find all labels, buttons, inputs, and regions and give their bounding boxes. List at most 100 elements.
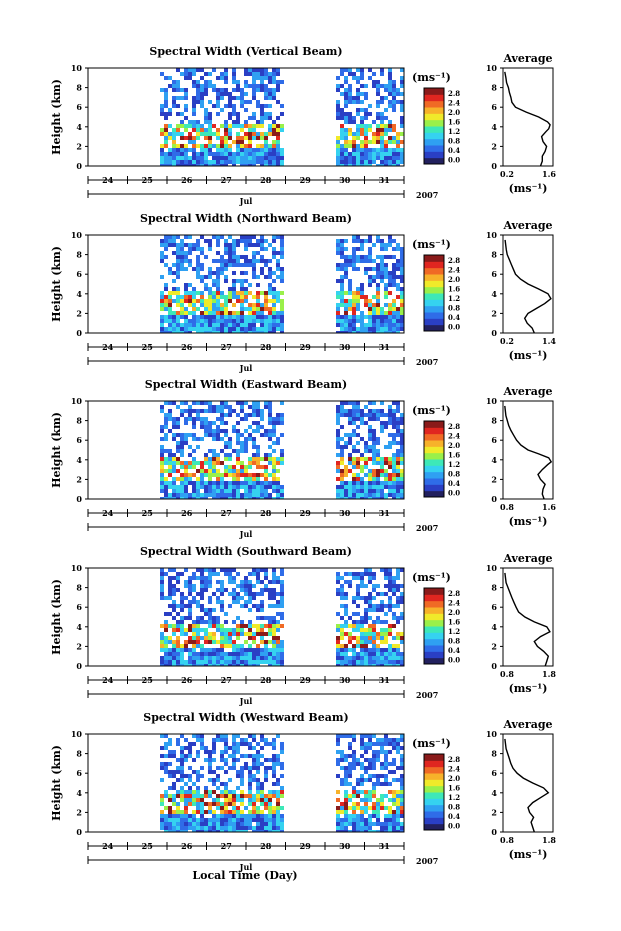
heatmap-cell	[260, 604, 264, 608]
heatmap-cell	[364, 116, 368, 120]
heatmap-cell	[256, 405, 260, 409]
heatmap-cell	[196, 315, 200, 319]
average-frame	[502, 733, 554, 833]
heatmap-cell	[376, 814, 380, 818]
heatmap-cell	[236, 810, 240, 814]
heatmap-cell	[400, 323, 404, 327]
colorbar-swatch	[424, 760, 444, 768]
heatmap-cell	[276, 319, 280, 323]
heatmap-cell	[224, 243, 228, 247]
heatmap-cell	[372, 734, 376, 738]
heatmap-cell	[192, 814, 196, 818]
heatmap-cell	[372, 401, 376, 405]
heatmap-cell	[220, 331, 224, 333]
heatmap-cell	[172, 140, 176, 144]
heatmap-cell	[220, 267, 224, 271]
heatmap-cell	[188, 160, 192, 164]
heatmap-cell	[376, 275, 380, 279]
heatmap-cell	[376, 806, 380, 810]
heatmap-cell	[212, 830, 216, 832]
heatmap-cell	[392, 303, 396, 307]
heatmap-cell	[352, 235, 356, 239]
heatmap-cell	[204, 311, 208, 315]
heatmap-cell	[176, 469, 180, 473]
heatmap-cell	[336, 461, 340, 465]
heatmap-cell	[268, 327, 272, 331]
heatmap-cell	[264, 572, 268, 576]
heatmap-cell	[356, 652, 360, 656]
heatmap-cell	[252, 160, 256, 164]
heatmap-cell	[396, 572, 400, 576]
heatmap-cell	[232, 493, 236, 497]
heatmap-cell	[364, 449, 368, 453]
heatmap-cell	[240, 656, 244, 660]
heatmap-cell	[188, 319, 192, 323]
heatmap-cell	[232, 124, 236, 128]
average-y-tick-label: 2	[491, 308, 497, 318]
heatmap-cell	[256, 409, 260, 413]
heatmap-cell	[360, 319, 364, 323]
heatmap-cell	[372, 572, 376, 576]
heatmap-cell	[276, 782, 280, 786]
heatmap-cell	[264, 770, 268, 774]
heatmap-cell	[340, 588, 344, 592]
day-tick-label: 26	[181, 342, 193, 352]
heatmap-cell	[228, 822, 232, 826]
heatmap-cell	[188, 263, 192, 267]
heatmap-cell	[216, 778, 220, 782]
heatmap-cell	[268, 596, 272, 600]
heatmap-cell	[376, 798, 380, 802]
heatmap-cell	[200, 152, 204, 156]
heatmap-cell	[256, 814, 260, 818]
heatmap-cell	[268, 616, 272, 620]
heatmap-cell	[384, 762, 388, 766]
heatmap-cell	[400, 303, 404, 307]
heatmap-cell	[352, 327, 356, 331]
heatmap-cell	[236, 255, 240, 259]
heatmap-cell	[340, 275, 344, 279]
heatmap-cell	[388, 68, 392, 72]
heatmap-cell	[280, 148, 284, 152]
heatmap-cell	[252, 96, 256, 100]
heatmap-cell	[252, 267, 256, 271]
heatmap-cell	[340, 644, 344, 648]
heatmap-cell	[336, 429, 340, 433]
heatmap-cell	[184, 243, 188, 247]
heatmap-cell	[380, 421, 384, 425]
heatmap-cell	[236, 413, 240, 417]
average-profile-line	[504, 405, 553, 500]
heatmap-cell	[256, 148, 260, 152]
heatmap-cell	[208, 331, 212, 333]
heatmap-cell	[360, 576, 364, 580]
heatmap-cell	[368, 255, 372, 259]
heatmap-cell	[380, 738, 384, 742]
heatmap-cell	[232, 112, 236, 116]
heatmap-cell	[204, 156, 208, 160]
heatmap-cell	[240, 778, 244, 782]
heatmap-cell	[220, 271, 224, 275]
heatmap-cell	[164, 132, 168, 136]
heatmap-cell	[268, 319, 272, 323]
heatmap-cell	[248, 489, 252, 493]
heatmap-cell	[264, 136, 268, 140]
heatmap-cell	[340, 255, 344, 259]
heatmap-cell	[192, 80, 196, 84]
heatmap-cell	[208, 664, 212, 666]
heatmap-cell	[272, 497, 276, 499]
heatmap-cell	[224, 263, 228, 267]
heatmap-cell	[188, 477, 192, 481]
heatmap-cell	[360, 417, 364, 421]
heatmap-cell	[244, 465, 248, 469]
heatmap-cell	[220, 92, 224, 96]
heatmap-cell	[204, 493, 208, 497]
heatmap-cell	[252, 636, 256, 640]
heatmap-cell	[364, 84, 368, 88]
heatmap-cell	[244, 259, 248, 263]
heatmap-cell	[392, 437, 396, 441]
heatmap-cell	[192, 164, 196, 166]
heatmap-cell	[256, 830, 260, 832]
heatmap-cell	[268, 76, 272, 80]
heatmap-cell	[280, 160, 284, 164]
heatmap-cell	[244, 592, 248, 596]
heatmap-cell	[372, 323, 376, 327]
